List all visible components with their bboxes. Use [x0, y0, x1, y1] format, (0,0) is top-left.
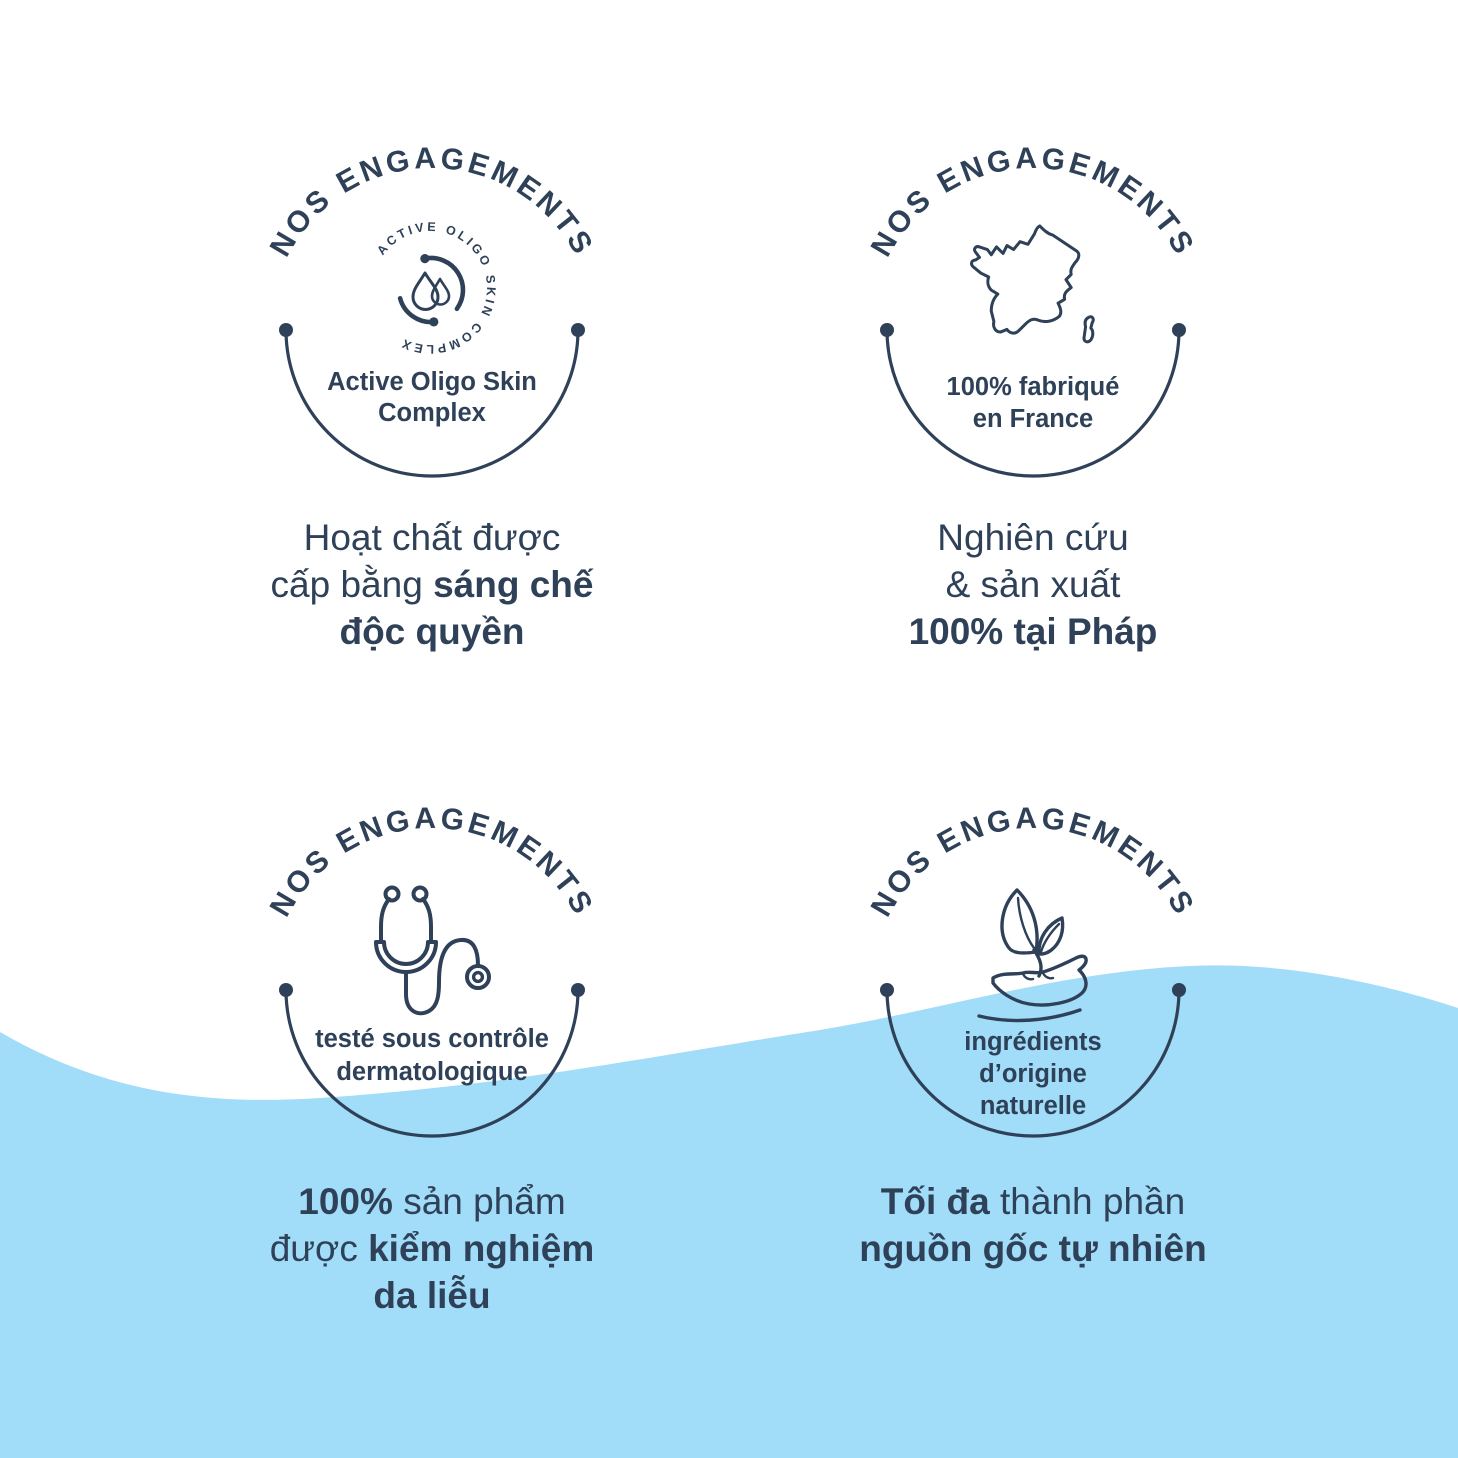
description-line: nguồn gốc tự nhiên [859, 1228, 1207, 1269]
badge-arc-title: NOS ENGAGEMENTS [264, 802, 601, 922]
badge-caption-line: Complex [378, 399, 486, 427]
description-made-in-france: Nghiên cứu & sản xuất 100% tại Pháp [783, 514, 1283, 655]
badge-active-oligo-complex: NOS ENGAGEMENTS ACTIVE OLIGO SKIN COMPLE… [264, 142, 601, 478]
description-line: 100% tại Pháp [908, 611, 1158, 652]
badge-caption-line: d’origine [979, 1060, 1087, 1088]
badge-natural-ingredients: NOS ENGAGEMENTS ingrédients d’origine na… [865, 802, 1202, 1138]
badge-arc-title: NOS ENGAGEMENTS [264, 142, 601, 262]
arc-end-dot-left [279, 983, 293, 997]
badge-arc-title: NOS ENGAGEMENTS [865, 142, 1202, 262]
badge-caption-line: Active Oligo Skin [327, 368, 537, 396]
arc-end-dot-right [1172, 983, 1186, 997]
arc-end-dot-right [571, 983, 585, 997]
badge-circle-arc [284, 989, 580, 1138]
description-line: cấp bằng sáng chế [270, 564, 594, 605]
badge-arc-title: NOS ENGAGEMENTS [865, 802, 1202, 922]
arc-end-dot-left [279, 323, 293, 337]
badge-circle-arc [885, 329, 1181, 478]
stethoscope-icon [374, 885, 491, 1016]
arc-end-dot-right [571, 323, 585, 337]
description-line: da liễu [373, 1275, 491, 1316]
droplet-complex-icon [397, 254, 466, 327]
description-line: được kiểm nghiệm [269, 1228, 595, 1269]
description-line: độc quyền [339, 611, 525, 652]
description-active-oligo: Hoạt chất được cấp bằng sáng chế độc quyền [182, 514, 682, 655]
france-map-icon [970, 224, 1095, 344]
badge-caption-line: en France [973, 405, 1093, 433]
badge-circle-arc [284, 329, 580, 478]
description-derm-tested: 100% sản phẩm được kiểm nghiệm da liễu [182, 1178, 682, 1319]
badge-circle-arc [885, 989, 1181, 1138]
description-line: Hoạt chất được [303, 517, 561, 558]
badge-made-in-france: NOS ENGAGEMENTS 100% fabriqué en France [865, 142, 1202, 478]
badge-caption-line: 100% fabriqué [947, 373, 1120, 401]
arc-end-dot-left [880, 323, 894, 337]
badge-dermatologically-tested: NOS ENGAGEMENTS testé sous contrôle derm… [264, 802, 601, 1138]
badge-caption-line: naturelle [980, 1092, 1086, 1120]
description-line: Nghiên cứu [937, 517, 1129, 558]
description-line: & sản xuất [945, 564, 1121, 605]
wave-shape [0, 965, 1458, 1458]
badge-caption-line: testé sous contrôle [315, 1025, 549, 1053]
badge-caption-line: dermatologique [336, 1058, 527, 1086]
description-natural-ingredients: Tối đa thành phần nguồn gốc tự nhiên [783, 1178, 1283, 1272]
badge-caption-line: ingrédients [964, 1028, 1101, 1056]
arc-end-dot-right [1172, 323, 1186, 337]
arc-end-dot-left [880, 983, 894, 997]
hand-leaves-icon [977, 888, 1088, 1023]
description-line: 100% sản phẩm [298, 1181, 566, 1222]
description-line: Tối đa thành phần [880, 1181, 1186, 1222]
